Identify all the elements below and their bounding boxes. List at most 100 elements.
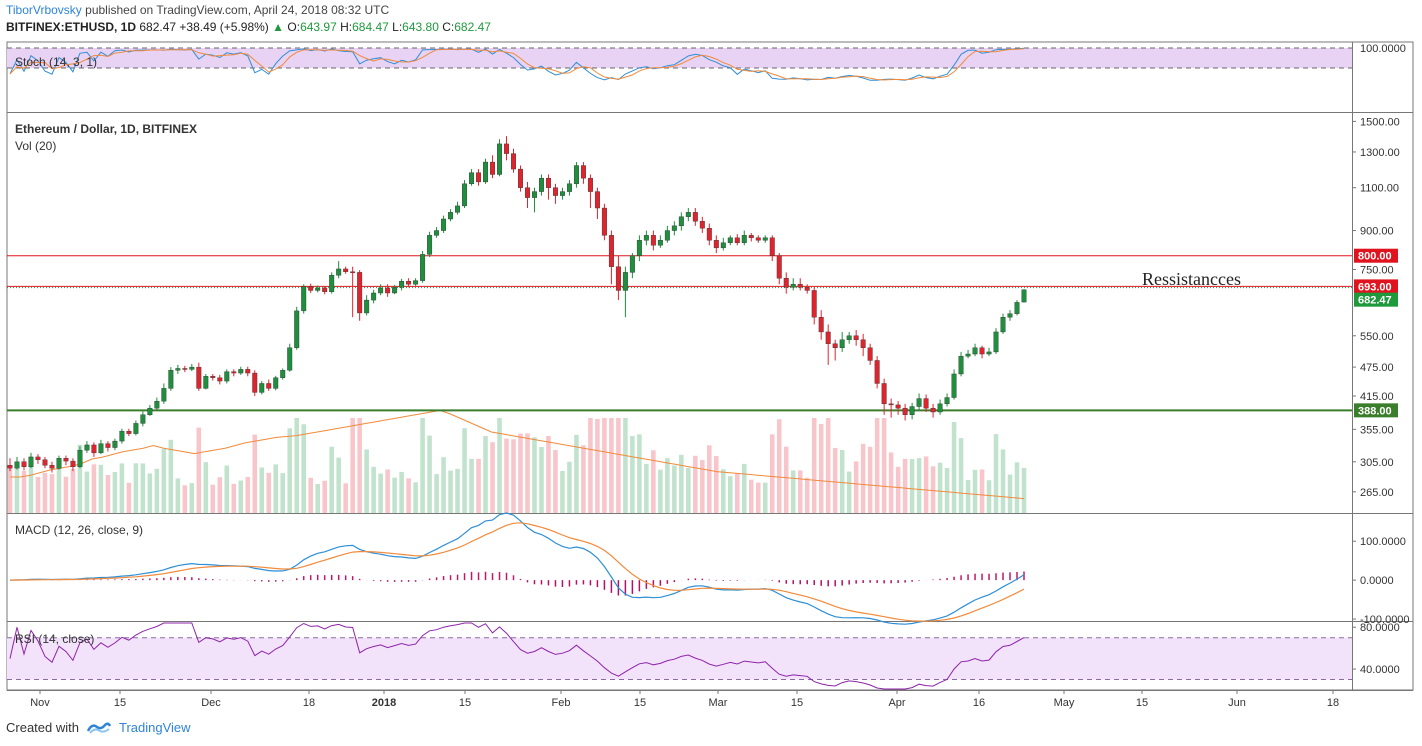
time-tick-label: May bbox=[1054, 697, 1075, 709]
volume-bar bbox=[567, 461, 572, 513]
volume-bar bbox=[329, 446, 334, 513]
volume-bar bbox=[832, 447, 838, 513]
price-tick-label: 265.00 bbox=[1360, 487, 1394, 499]
symbol-quote: BITFINEX:ETHUSD, 1D 682.47 +38.49 (+5.98… bbox=[6, 20, 491, 34]
candle-body bbox=[678, 216, 684, 227]
close-value: 682.47 bbox=[454, 20, 491, 34]
volume-bar bbox=[860, 443, 866, 513]
time-tick-label: 15 bbox=[459, 697, 471, 709]
volume-bar bbox=[49, 474, 55, 513]
candle-body bbox=[657, 240, 663, 246]
volume-bar bbox=[315, 484, 320, 513]
volume-bar bbox=[245, 477, 251, 513]
rsi-label: RSI (14, close) bbox=[15, 632, 94, 646]
candle-body bbox=[350, 271, 356, 273]
volume-bar bbox=[357, 418, 362, 513]
volume-bar bbox=[616, 418, 621, 513]
candle-body bbox=[112, 440, 118, 448]
candle-body bbox=[441, 218, 447, 231]
candle-body bbox=[895, 404, 901, 409]
candle-body bbox=[615, 266, 621, 291]
stoch-band bbox=[7, 48, 1352, 68]
volume-bar bbox=[1021, 467, 1027, 513]
candle-body bbox=[420, 254, 426, 281]
candle-body bbox=[35, 456, 41, 460]
candle-body bbox=[874, 360, 880, 384]
candle-body bbox=[280, 370, 286, 378]
volume-bar bbox=[350, 418, 355, 513]
candle-body bbox=[734, 237, 740, 243]
author-link[interactable]: TiborVrbovsky bbox=[6, 3, 82, 17]
volume-bar bbox=[511, 439, 516, 513]
volume-bar bbox=[986, 480, 992, 513]
volume-bar bbox=[665, 458, 670, 513]
tradingview-link[interactable]: TradingView bbox=[118, 720, 191, 735]
candle-body bbox=[511, 153, 516, 170]
time-tick-label: 18 bbox=[303, 697, 315, 709]
candle-body bbox=[147, 407, 153, 415]
candle-body bbox=[944, 397, 950, 405]
volume-bar bbox=[462, 428, 467, 513]
volume-bar bbox=[112, 471, 118, 513]
volume-bar bbox=[728, 476, 733, 513]
high-label: H: bbox=[340, 20, 353, 34]
volume-bar bbox=[916, 458, 922, 513]
candle-body bbox=[888, 403, 894, 406]
volume-bar bbox=[133, 463, 139, 513]
volume-bar bbox=[853, 461, 859, 513]
volume-bar bbox=[532, 437, 537, 513]
volume-bar bbox=[21, 470, 27, 513]
candle-body bbox=[469, 172, 475, 185]
volume-bar bbox=[98, 464, 104, 513]
level-label: 693.00 bbox=[1358, 281, 1392, 293]
last-price-badge bbox=[1354, 292, 1398, 307]
candle-body bbox=[371, 292, 377, 301]
candle-body bbox=[951, 373, 957, 398]
rsi-tick-label: 80.0000 bbox=[1360, 622, 1400, 634]
volume-bar bbox=[644, 463, 649, 513]
time-axis: Nov 15 Dec 18 2018 15 Feb 15 Mar 15 Apr 16 May 15 Jun 1… bbox=[30, 690, 1339, 709]
candle-body bbox=[685, 212, 691, 217]
price-tick-label: 550.00 bbox=[1360, 331, 1394, 343]
macd-line bbox=[9, 512, 1025, 625]
volume-bar bbox=[539, 447, 544, 513]
price-chart[interactable]: 100.0000 1500.00 1300.00 1100.00 900.00 750.… bbox=[0, 0, 1422, 712]
volume-bar bbox=[895, 466, 901, 513]
candle-body bbox=[902, 407, 908, 415]
volume-bar bbox=[637, 434, 642, 513]
volume-bar bbox=[322, 480, 327, 513]
candle-body bbox=[322, 287, 328, 292]
volume-bar bbox=[280, 473, 286, 513]
time-tick-label: Apr bbox=[888, 697, 905, 709]
volume-bar bbox=[630, 436, 635, 513]
macd-tick-label: 0.0000 bbox=[1360, 575, 1394, 587]
candle-body bbox=[797, 284, 803, 288]
candle-body bbox=[140, 414, 146, 424]
rsi-band bbox=[7, 637, 1352, 680]
candle-body bbox=[860, 339, 866, 348]
price-tick-label: 305.00 bbox=[1360, 457, 1394, 469]
candle-body bbox=[427, 235, 433, 255]
candle-body bbox=[357, 272, 363, 314]
candle-body bbox=[70, 460, 76, 467]
level-badge bbox=[1354, 279, 1398, 294]
time-tick-label: 15 bbox=[791, 697, 803, 709]
volume-bar bbox=[909, 459, 915, 513]
candle-body bbox=[203, 376, 209, 389]
time-tick-label: 2018 bbox=[372, 697, 396, 709]
candle-body bbox=[406, 281, 412, 285]
volume-bar bbox=[651, 450, 656, 513]
candle-body bbox=[629, 255, 635, 273]
candle-body bbox=[238, 369, 244, 374]
candle-body bbox=[294, 310, 300, 348]
candle-body bbox=[573, 165, 579, 185]
rsi-tick-label: 40.0000 bbox=[1360, 664, 1400, 676]
candle-body bbox=[587, 177, 593, 192]
macd-pane: 100.0000 0.0000 -100.0000 bbox=[9, 512, 1410, 626]
close-label: C: bbox=[442, 20, 455, 34]
volume-bar bbox=[790, 470, 796, 513]
up-arrow-icon: ▲ bbox=[272, 20, 285, 34]
volume-bar bbox=[203, 462, 209, 513]
volume-bar bbox=[693, 455, 698, 513]
candle-body bbox=[245, 369, 251, 374]
